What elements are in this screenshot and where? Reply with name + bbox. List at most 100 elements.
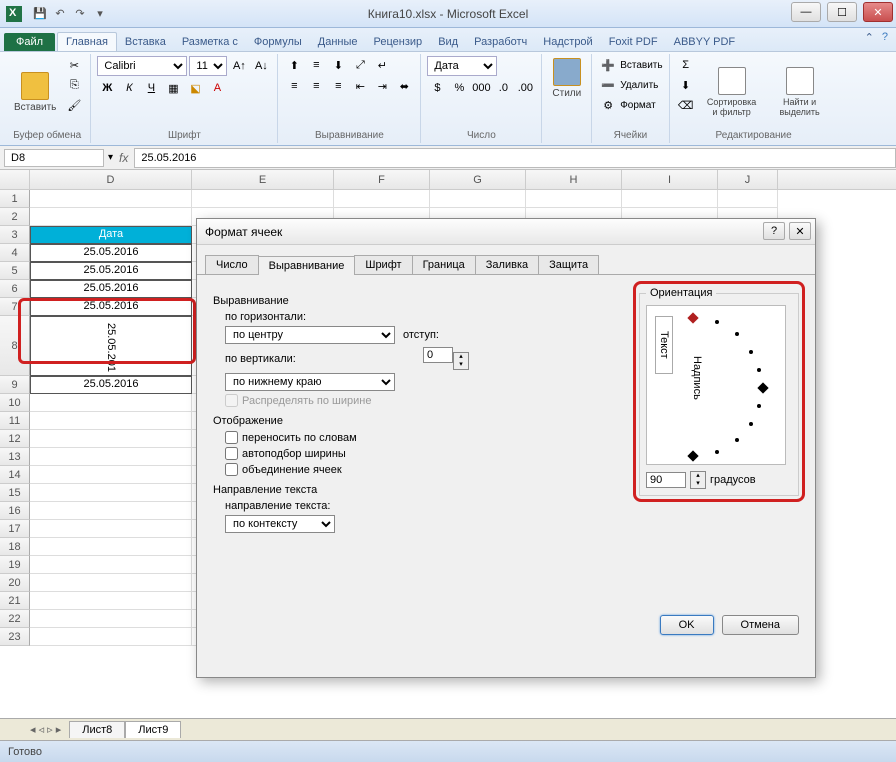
row-header-10[interactable]: 10 <box>0 394 30 412</box>
cell-d5[interactable]: 25.05.2016 <box>30 262 192 280</box>
dlg-tab-protection[interactable]: Защита <box>538 255 599 274</box>
shrink-checkbox[interactable] <box>225 447 238 460</box>
insert-cells-icon[interactable]: ➕ <box>598 56 618 74</box>
row-header-8[interactable]: 8 <box>0 316 30 376</box>
align-bottom-icon[interactable]: ⬇ <box>328 56 348 74</box>
formula-input[interactable] <box>134 148 896 168</box>
align-middle-icon[interactable]: ≡ <box>306 56 326 74</box>
row-header-23[interactable]: 23 <box>0 628 30 646</box>
help-icon[interactable]: ? <box>882 31 888 44</box>
decrease-indent-icon[interactable]: ⇤ <box>350 77 370 95</box>
vert-align-select[interactable]: по нижнему краю <box>225 373 395 391</box>
col-header-h[interactable]: H <box>526 170 622 189</box>
increase-font-icon[interactable]: A↑ <box>229 57 249 75</box>
minimize-ribbon-icon[interactable]: ⌃ <box>865 31 874 44</box>
border-icon[interactable]: ▦ <box>163 79 183 97</box>
row-header-15[interactable]: 15 <box>0 484 30 502</box>
horiz-align-select[interactable]: по центру <box>225 326 395 344</box>
comma-icon[interactable]: 000 <box>471 79 491 97</box>
tab-home[interactable]: Главная <box>57 32 117 51</box>
qat-dropdown-icon[interactable]: ▾ <box>92 6 108 22</box>
orientation-vertical-text[interactable]: Текст <box>655 316 673 374</box>
row-header-7[interactable]: 7 <box>0 298 30 316</box>
align-right-icon[interactable]: ≡ <box>328 77 348 95</box>
row-header-2[interactable]: 2 <box>0 208 30 226</box>
font-size-select[interactable]: 11 <box>189 56 227 76</box>
row-header-1[interactable]: 1 <box>0 190 30 208</box>
row-header-14[interactable]: 14 <box>0 466 30 484</box>
dlg-tab-fill[interactable]: Заливка <box>475 255 539 274</box>
col-header-f[interactable]: F <box>334 170 430 189</box>
row-header-4[interactable]: 4 <box>0 244 30 262</box>
tab-abbyy[interactable]: ABBYY PDF <box>666 33 744 51</box>
format-painter-icon[interactable]: 🖌 <box>64 96 84 114</box>
tab-foxit[interactable]: Foxit PDF <box>601 33 666 51</box>
tab-layout[interactable]: Разметка с <box>174 33 246 51</box>
sheet-tab-1[interactable]: Лист9 <box>125 721 181 738</box>
row-header-13[interactable]: 13 <box>0 448 30 466</box>
insert-cells-label[interactable]: Вставить <box>620 60 662 71</box>
decrease-decimal-icon[interactable]: .00 <box>515 79 535 97</box>
cancel-button[interactable]: Отмена <box>722 615 799 635</box>
dlg-tab-border[interactable]: Граница <box>412 255 476 274</box>
orientation-arc[interactable] <box>689 312 779 460</box>
degrees-input[interactable] <box>646 472 686 488</box>
tab-addins[interactable]: Надстрой <box>535 33 600 51</box>
number-format-select[interactable]: Дата <box>427 56 497 76</box>
sheet-nav-icons[interactable]: ◂ ◃ ▹ ▸ <box>30 723 61 736</box>
dlg-tab-font[interactable]: Шрифт <box>354 255 412 274</box>
font-color-icon[interactable]: A <box>207 79 227 97</box>
currency-icon[interactable]: $ <box>427 79 447 97</box>
paste-button[interactable]: Вставить <box>10 56 60 128</box>
cell-d9[interactable]: 25.05.2016 <box>30 376 192 394</box>
fill-color-icon[interactable]: ⬕ <box>185 79 205 97</box>
row-header-17[interactable]: 17 <box>0 520 30 538</box>
sheet-tab-0[interactable]: Лист8 <box>69 721 125 738</box>
minimize-button[interactable]: — <box>791 2 821 22</box>
dialog-help-icon[interactable]: ? <box>763 222 785 240</box>
underline-icon[interactable]: Ч <box>141 79 161 97</box>
align-center-icon[interactable]: ≡ <box>306 77 326 95</box>
sort-filter-button[interactable]: Сортировка и фильтр <box>700 56 764 128</box>
delete-cells-icon[interactable]: ➖ <box>598 76 618 94</box>
align-top-icon[interactable]: ⬆ <box>284 56 304 74</box>
italic-icon[interactable]: К <box>119 79 139 97</box>
increase-indent-icon[interactable]: ⇥ <box>372 77 392 95</box>
tab-data[interactable]: Данные <box>310 33 366 51</box>
format-cells-icon[interactable]: ⚙ <box>598 96 618 114</box>
row-header-18[interactable]: 18 <box>0 538 30 556</box>
merge-checkbox[interactable] <box>225 463 238 476</box>
row-header-19[interactable]: 19 <box>0 556 30 574</box>
decrease-font-icon[interactable]: A↓ <box>251 57 271 75</box>
col-header-g[interactable]: G <box>430 170 526 189</box>
cut-icon[interactable]: ✂ <box>64 56 84 74</box>
tab-view[interactable]: Вид <box>430 33 466 51</box>
indent-spinner[interactable]: ▴▾ <box>453 352 469 370</box>
textdir-select[interactable]: по контексту <box>225 515 335 533</box>
cell-d6[interactable]: 25.05.2016 <box>30 280 192 298</box>
orientation-icon[interactable]: ⤢ <box>350 56 370 74</box>
row-header-16[interactable]: 16 <box>0 502 30 520</box>
percent-icon[interactable]: % <box>449 79 469 97</box>
find-select-button[interactable]: Найти и выделить <box>768 56 832 128</box>
row-header-6[interactable]: 6 <box>0 280 30 298</box>
dialog-titlebar[interactable]: Формат ячеек ? ✕ <box>197 219 815 245</box>
copy-icon[interactable]: ⎘ <box>64 76 84 94</box>
row-header-3[interactable]: 3 <box>0 226 30 244</box>
merge-icon[interactable]: ⬌ <box>394 77 414 95</box>
cell-d3[interactable]: Дата <box>30 226 192 244</box>
file-tab[interactable]: Файл <box>4 33 55 51</box>
tab-formulas[interactable]: Формулы <box>246 33 310 51</box>
degrees-spinner[interactable]: ▴▾ <box>690 471 706 489</box>
row-header-9[interactable]: 9 <box>0 376 30 394</box>
font-name-select[interactable]: Calibri <box>97 56 187 76</box>
row-header-22[interactable]: 22 <box>0 610 30 628</box>
row-header-11[interactable]: 11 <box>0 412 30 430</box>
undo-icon[interactable]: ↶ <box>52 6 68 22</box>
dlg-tab-number[interactable]: Число <box>205 255 259 274</box>
cell-d7[interactable]: 25.05.2016 <box>30 298 192 316</box>
col-header-d[interactable]: D <box>30 170 192 189</box>
maximize-button[interactable]: ☐ <box>827 2 857 22</box>
namebox-dropdown-icon[interactable]: ▾ <box>108 152 113 163</box>
bold-icon[interactable]: Ж <box>97 79 117 97</box>
